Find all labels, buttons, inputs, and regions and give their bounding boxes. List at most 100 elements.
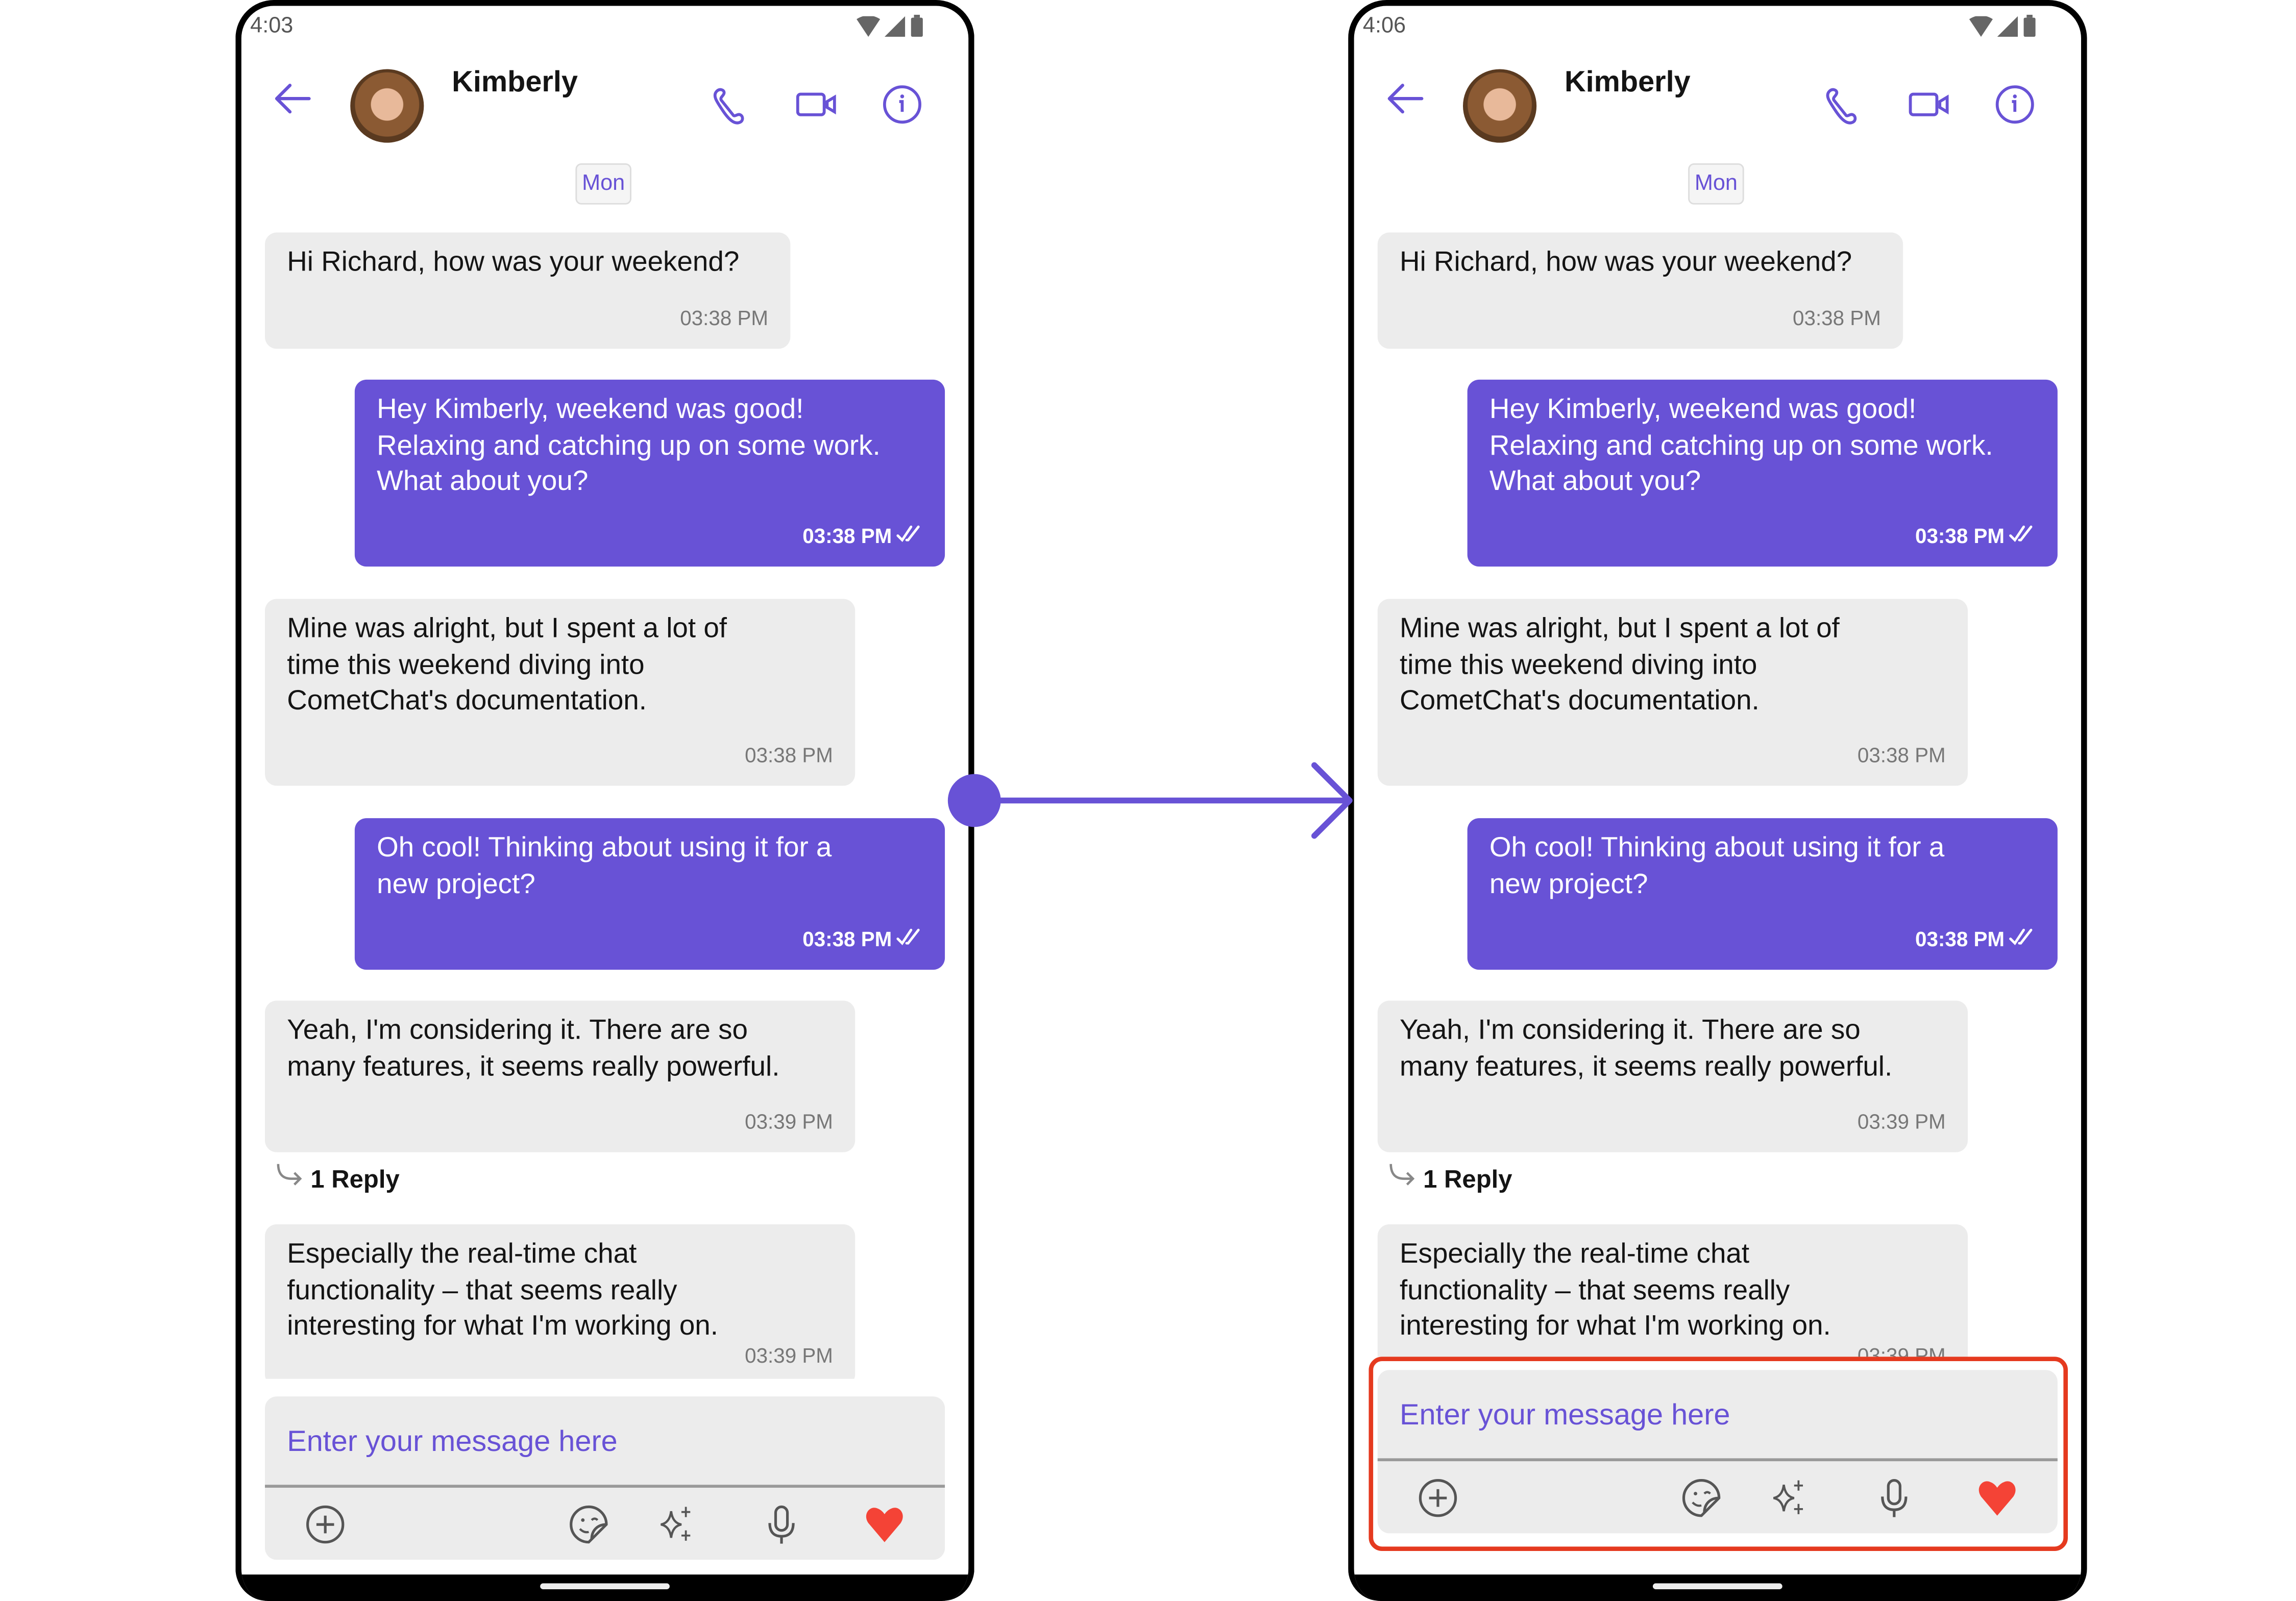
message-list[interactable]: Hi Richard, how was your weekend? 03:38 P… (1354, 227, 2081, 1357)
status-icons (857, 14, 924, 44)
sticker-icon[interactable] (1679, 1476, 1723, 1520)
phone-call-icon[interactable] (708, 82, 752, 126)
message-timestamp: 03:39 PM (745, 1103, 833, 1139)
incoming-message-bubble[interactable]: Hi Richard, how was your weekend? 03:38 P… (1377, 232, 1903, 349)
incoming-message-bubble[interactable]: Yeah, I'm considering it. There are so ma… (1377, 1000, 1968, 1152)
message-text-line: Oh cool! Thinking about using it for a (377, 832, 832, 864)
date-chip: Mon (575, 163, 631, 205)
composer-divider (264, 1485, 945, 1488)
message-text-line: time this weekend diving into (287, 649, 645, 681)
message-text-line: Relaxing and catching up on some work. (377, 430, 881, 461)
microphone-icon[interactable] (760, 1503, 803, 1546)
timestamp-text: 03:39 PM (745, 1343, 833, 1367)
back-arrow-icon[interactable] (271, 77, 315, 128)
message-text-line: time this weekend diving into (1400, 649, 1757, 681)
timestamp-text: 03:39 PM (1857, 1109, 1946, 1132)
heart-icon[interactable] (863, 1503, 907, 1546)
message-text-line: CometChat's documentation. (1400, 685, 1760, 717)
incoming-message-bubble[interactable]: Mine was alright, but I spent a lot of ti… (264, 599, 856, 786)
timestamp-text: 03:38 PM (745, 742, 833, 766)
back-arrow-icon[interactable] (1383, 77, 1427, 128)
ai-sparkle-icon[interactable] (1766, 1476, 1810, 1520)
home-indicator[interactable] (1652, 1583, 1782, 1589)
outgoing-message-bubble[interactable]: Hey Kimberly, weekend was good! Relaxing … (1467, 379, 2058, 567)
message-timestamp: 03:38 PM (745, 736, 833, 773)
timestamp-text: 03:38 PM (680, 305, 769, 329)
message-text-line: Hey Kimberly, weekend was good! (1489, 394, 1917, 426)
message-text-line: many features, it seems really powerful. (287, 1051, 780, 1082)
message-text-line: Hey Kimberly, weekend was good! (377, 394, 804, 426)
incoming-message-bubble[interactable]: Hi Richard, how was your weekend? 03:38 P… (264, 232, 791, 349)
phone-call-icon[interactable] (1821, 82, 1865, 126)
video-call-icon[interactable] (795, 82, 839, 126)
avatar[interactable] (1463, 69, 1537, 143)
contact-name[interactable]: Kimberly (1564, 66, 1691, 99)
outgoing-message-bubble[interactable]: Hey Kimberly, weekend was good! Relaxing … (354, 379, 945, 567)
message-timestamp: 03:38 PM (802, 921, 923, 957)
message-text-line: What about you? (377, 466, 589, 498)
incoming-message-bubble[interactable]: Especially the real-time chat functionali… (1377, 1224, 1968, 1357)
phone-before: 4:03 Kimberly Mon Hi Richard, how was yo… (235, 0, 974, 1601)
message-text-line: new project? (377, 869, 535, 900)
thread-replies-link[interactable]: 1 Reply (274, 1163, 400, 1196)
timestamp-text: 03:38 PM (802, 926, 892, 950)
home-indicator[interactable] (540, 1583, 670, 1589)
message-text-line: What about you? (1489, 466, 1701, 498)
incoming-message-bubble[interactable]: Especially the real-time chat functionali… (264, 1224, 856, 1379)
microphone-icon[interactable] (1872, 1476, 1916, 1520)
wifi-icon (857, 14, 881, 43)
status-icons (1969, 14, 2037, 44)
message-text-line: functionality – that seems really (1400, 1275, 1790, 1306)
message-input[interactable]: Enter your message here (1400, 1399, 1730, 1432)
reply-arrow-icon (1386, 1163, 1416, 1196)
incoming-message-bubble[interactable]: Yeah, I'm considering it. There are so ma… (264, 1000, 856, 1152)
message-text-line: Especially the real-time chat (287, 1239, 637, 1270)
timestamp-text: 03:38 PM (1857, 742, 1946, 766)
outgoing-message-bubble[interactable]: Oh cool! Thinking about using it for a ne… (354, 818, 945, 970)
ai-sparkle-icon[interactable] (653, 1503, 697, 1546)
timestamp-text: 03:38 PM (1915, 926, 2005, 950)
navigation-bar (1354, 1574, 2081, 1601)
read-receipt-icon (2009, 921, 2036, 957)
message-timestamp: 03:39 PM (745, 1337, 833, 1373)
info-icon[interactable] (880, 82, 924, 126)
timestamp-text: 03:38 PM (1915, 523, 2005, 547)
contact-name[interactable]: Kimberly (452, 66, 578, 99)
navigation-bar (241, 1574, 969, 1601)
read-receipt-icon (896, 921, 923, 957)
message-text-line: Especially the real-time chat (1400, 1239, 1750, 1270)
message-text-line: Oh cool! Thinking about using it for a (1489, 832, 1945, 864)
message-composer: Enter your message here (264, 1396, 945, 1560)
wifi-icon (1969, 14, 1993, 43)
video-call-icon[interactable] (1908, 82, 1951, 126)
reply-count: 1 Reply (1423, 1165, 1512, 1193)
message-text-line: Hi Richard, how was your weekend? (1400, 247, 1852, 278)
info-icon[interactable] (1993, 82, 2037, 126)
outgoing-message-bubble[interactable]: Oh cool! Thinking about using it for a ne… (1467, 818, 2058, 970)
message-list[interactable]: Hi Richard, how was your weekend? 03:38 P… (241, 227, 968, 1379)
sticker-icon[interactable] (567, 1503, 610, 1546)
read-receipt-icon (896, 517, 923, 553)
message-text-line: new project? (1489, 869, 1648, 900)
avatar[interactable] (350, 69, 424, 143)
thread-replies-link[interactable]: 1 Reply (1386, 1163, 1512, 1196)
message-input[interactable]: Enter your message here (287, 1425, 618, 1459)
heart-icon[interactable] (1975, 1476, 2019, 1520)
message-text-line: interesting for what I'm working on. (287, 1311, 719, 1342)
message-text-line: Mine was alright, but I spent a lot of (1400, 613, 1840, 645)
message-text-line: CometChat's documentation. (287, 685, 647, 717)
message-text-line: interesting for what I'm working on. (1400, 1311, 1831, 1342)
add-attachment-icon[interactable] (1416, 1476, 1460, 1520)
battery-icon (2022, 14, 2037, 44)
signal-icon (1997, 15, 2018, 43)
reply-arrow-icon (274, 1163, 303, 1196)
phone-after: 4:06 Kimberly Mon Hi Richard, how was yo… (1348, 0, 2087, 1601)
message-text-line: Yeah, I'm considering it. There are so (287, 1015, 748, 1047)
composer-highlight-box (1369, 1357, 2068, 1551)
battery-icon (910, 14, 924, 44)
add-attachment-icon[interactable] (303, 1503, 347, 1546)
reply-count: 1 Reply (310, 1165, 400, 1193)
incoming-message-bubble[interactable]: Mine was alright, but I spent a lot of ti… (1377, 599, 1968, 786)
message-timestamp: 03:39 PM (1858, 1337, 1946, 1357)
